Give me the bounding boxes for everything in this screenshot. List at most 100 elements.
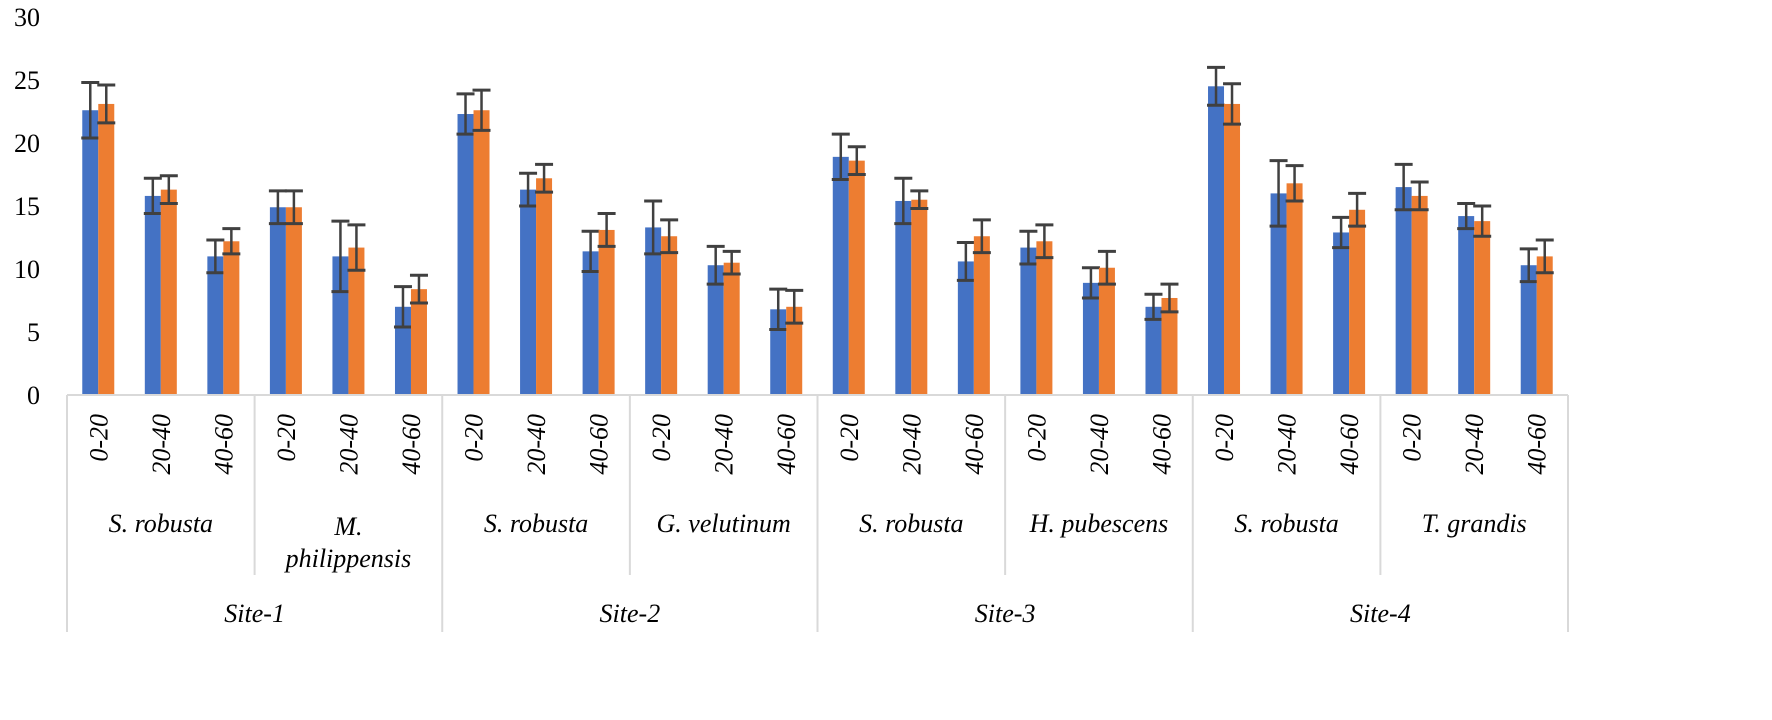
x-tick-label: 20-40 bbox=[1085, 414, 1114, 475]
x-tick-label: 40-60 bbox=[397, 414, 426, 475]
x-tick-label: 40-60 bbox=[1335, 414, 1364, 475]
y-tick-label: 30 bbox=[14, 3, 40, 32]
y-axis: 0 5 10 15 20 25 30 bbox=[14, 3, 40, 410]
error-bar bbox=[1348, 191, 1367, 228]
bar-series-1 bbox=[269, 207, 286, 395]
x-tick-label: 0-20 bbox=[460, 414, 489, 462]
y-tick-label: 20 bbox=[14, 129, 40, 158]
error-bar bbox=[910, 189, 929, 211]
error-bar bbox=[268, 189, 287, 226]
error-bar bbox=[972, 218, 991, 255]
error-bar bbox=[581, 229, 600, 274]
error-bar bbox=[1535, 238, 1554, 275]
bar-series-1 bbox=[1520, 265, 1537, 395]
error-bar bbox=[1269, 159, 1288, 228]
bar-series-2 bbox=[1411, 195, 1428, 395]
error-bar bbox=[409, 273, 428, 305]
bar-series-2 bbox=[1286, 183, 1303, 395]
error-bar bbox=[785, 288, 804, 325]
x-tick-label: 0-20 bbox=[835, 414, 864, 462]
bar-series-1 bbox=[1145, 306, 1162, 395]
error-bar bbox=[894, 176, 913, 226]
error-bar bbox=[81, 81, 100, 140]
error-bar bbox=[1332, 215, 1351, 250]
bar-series-2 bbox=[1349, 209, 1366, 395]
bar-series-1 bbox=[957, 261, 974, 395]
error-bar bbox=[519, 171, 538, 208]
bar-series-2 bbox=[410, 289, 427, 395]
error-bar bbox=[644, 199, 663, 256]
species-label: S. robusta bbox=[859, 509, 964, 538]
error-bar bbox=[206, 238, 225, 275]
x-tick-label: 20-40 bbox=[147, 414, 176, 475]
error-bar bbox=[1081, 266, 1100, 300]
error-bar bbox=[1519, 247, 1538, 284]
bar-series-1 bbox=[144, 195, 161, 395]
bar-series-2 bbox=[973, 236, 990, 395]
x-tick-label: 20-40 bbox=[1273, 414, 1302, 475]
bar-series-2 bbox=[223, 241, 240, 395]
y-tick-label: 5 bbox=[27, 318, 40, 347]
error-bar bbox=[597, 212, 616, 248]
bar-series-2 bbox=[1224, 103, 1241, 395]
bar-series-2 bbox=[473, 110, 490, 396]
species-label: H. pubescens bbox=[1029, 509, 1169, 538]
bar-series-1 bbox=[82, 110, 99, 396]
error-bar bbox=[1285, 164, 1304, 203]
error-bar bbox=[1160, 282, 1179, 314]
error-bar bbox=[1223, 82, 1242, 126]
bar-series-2 bbox=[598, 229, 615, 395]
error-bar bbox=[97, 83, 116, 125]
bar-series-2 bbox=[1161, 297, 1178, 395]
x-tick-label: 20-40 bbox=[897, 414, 926, 475]
error-bar bbox=[847, 145, 866, 176]
error-bar bbox=[1019, 229, 1038, 266]
x-tick-label: 0-20 bbox=[1022, 414, 1051, 462]
error-bar bbox=[1097, 249, 1116, 286]
species-label: S. robusta bbox=[1234, 509, 1339, 538]
error-bar bbox=[769, 287, 788, 331]
error-bar bbox=[284, 189, 303, 226]
error-bar bbox=[1410, 180, 1429, 212]
bar-series-2 bbox=[1098, 267, 1115, 395]
error-bar bbox=[472, 88, 491, 132]
error-bar bbox=[1207, 65, 1226, 107]
x-tick-label: 40-60 bbox=[960, 414, 989, 475]
error-bar bbox=[1035, 223, 1054, 260]
error-bar bbox=[1457, 201, 1476, 231]
error-bar bbox=[143, 176, 162, 216]
error-bar bbox=[222, 227, 241, 256]
error-bar bbox=[831, 132, 850, 182]
x-tick-label: 40-60 bbox=[585, 414, 614, 475]
bar-series-1 bbox=[520, 189, 537, 395]
bar-series-1 bbox=[1020, 247, 1037, 395]
error-bar bbox=[535, 162, 554, 194]
x-tick-label: 20-40 bbox=[522, 414, 551, 475]
x-tick-label: 0-20 bbox=[272, 414, 301, 462]
error-bar bbox=[456, 92, 475, 136]
x-tick-label: 40-60 bbox=[209, 414, 238, 475]
error-bar bbox=[159, 174, 178, 205]
bar-series-2 bbox=[285, 207, 302, 395]
bar-series-1 bbox=[207, 256, 224, 395]
bar-series-1 bbox=[1082, 282, 1099, 395]
error-bar bbox=[1473, 204, 1492, 238]
error-bar bbox=[722, 249, 741, 276]
species-label: G. velutinum bbox=[657, 509, 791, 538]
error-bar bbox=[393, 285, 412, 329]
x-tick-label: 0-20 bbox=[647, 414, 676, 462]
error-bar bbox=[706, 244, 725, 286]
error-bar bbox=[1144, 292, 1163, 321]
x-tick-label: 20-40 bbox=[710, 414, 739, 475]
bar-series-2 bbox=[1036, 241, 1053, 395]
bar-series-1 bbox=[457, 114, 474, 396]
bar-series-2 bbox=[848, 160, 865, 395]
bar-series-1 bbox=[394, 306, 411, 395]
bar-series-1 bbox=[1333, 232, 1350, 395]
site-label: Site-4 bbox=[1350, 599, 1411, 628]
y-tick-label: 15 bbox=[14, 192, 40, 221]
site-label: Site-2 bbox=[600, 599, 661, 628]
x-tick-label: 40-60 bbox=[1147, 414, 1176, 475]
site-label: Site-1 bbox=[224, 599, 285, 628]
